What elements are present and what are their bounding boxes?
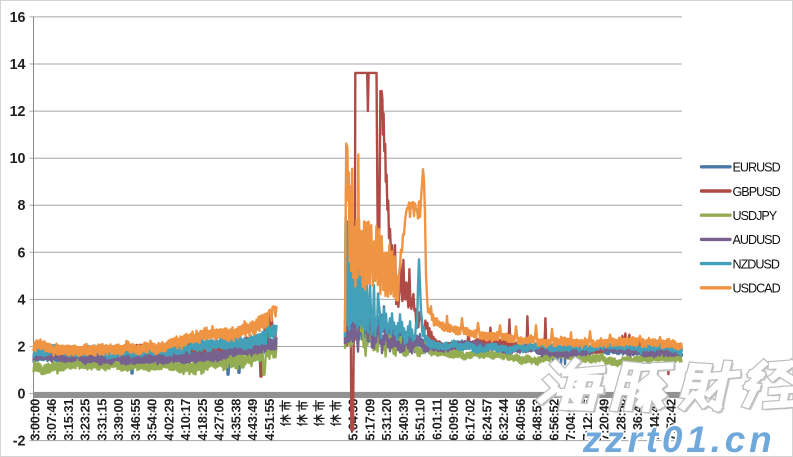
svg-text:4:10:17: 4:10:17 <box>179 399 193 441</box>
svg-text:5:51:10: 5:51:10 <box>414 399 428 441</box>
svg-text:16: 16 <box>10 10 26 26</box>
svg-text:5:40:39: 5:40:39 <box>397 399 411 441</box>
svg-text:NZDUSD: NZDUSD <box>733 257 780 271</box>
svg-text:AUDUSD: AUDUSD <box>733 233 781 247</box>
svg-text:6: 6 <box>18 245 26 261</box>
svg-text:5:17:09: 5:17:09 <box>363 399 377 441</box>
svg-text:6:24:57: 6:24:57 <box>481 399 495 441</box>
svg-text:5:31:20: 5:31:20 <box>380 399 394 441</box>
svg-text:6:48:53: 6:48:53 <box>531 399 545 441</box>
svg-text:7:20:49: 7:20:49 <box>598 399 612 441</box>
svg-text:6:40:56: 6:40:56 <box>514 399 528 441</box>
svg-text:4:51:55: 4:51:55 <box>263 399 277 441</box>
svg-text:3:46:55: 3:46:55 <box>129 399 143 441</box>
svg-text:GBPUSD: GBPUSD <box>733 185 781 199</box>
svg-text:4:27:06: 4:27:06 <box>213 399 227 441</box>
svg-text:0: 0 <box>18 387 26 403</box>
svg-text:8: 8 <box>18 198 26 214</box>
svg-text:3:31:15: 3:31:15 <box>96 399 110 441</box>
svg-text:3:15:31: 3:15:31 <box>62 399 76 441</box>
svg-text:6:17:02: 6:17:02 <box>464 399 478 441</box>
svg-text:14: 14 <box>10 57 26 73</box>
svg-text:3:54:40: 3:54:40 <box>146 399 160 441</box>
svg-text:EURUSD: EURUSD <box>733 161 781 175</box>
svg-text:12: 12 <box>10 104 26 120</box>
svg-text:3:39:00: 3:39:00 <box>112 399 126 441</box>
svg-text:-2: -2 <box>13 434 26 450</box>
svg-text:2: 2 <box>18 340 26 356</box>
svg-text:3:07:46: 3:07:46 <box>45 399 59 441</box>
svg-text:6:09:06: 6:09:06 <box>447 399 461 441</box>
svg-text:4:43:49: 4:43:49 <box>246 399 260 441</box>
svg-text:6:01:11: 6:01:11 <box>430 399 444 440</box>
svg-text:USDJPY: USDJPY <box>733 209 778 223</box>
svg-text:4: 4 <box>18 292 26 308</box>
svg-text:10: 10 <box>10 151 26 167</box>
svg-text:7:52:42: 7:52:42 <box>665 399 679 441</box>
svg-text:3:23:25: 3:23:25 <box>79 399 93 441</box>
svg-text:USDCAD: USDCAD <box>733 282 781 296</box>
svg-text:4:18:25: 4:18:25 <box>196 399 210 441</box>
svg-text:4:02:29: 4:02:29 <box>162 399 176 441</box>
svg-text:4:35:38: 4:35:38 <box>229 399 243 441</box>
svg-text:6:32:44: 6:32:44 <box>497 399 511 441</box>
svg-text:3:00:00: 3:00:00 <box>29 399 43 441</box>
